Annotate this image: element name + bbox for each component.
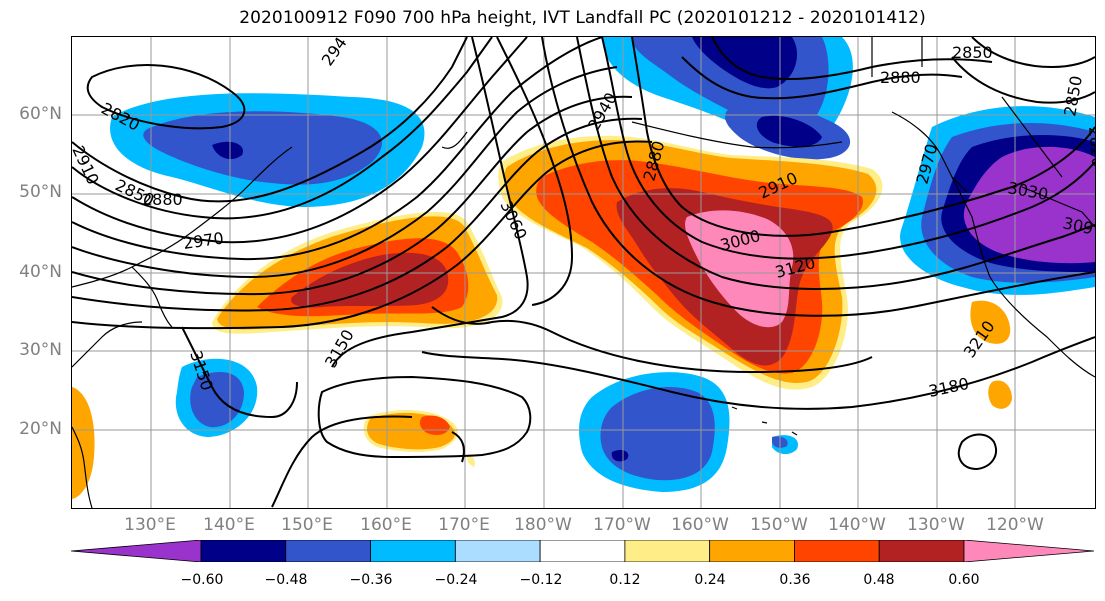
- lon-label-140W: 140°W: [828, 515, 886, 535]
- contour-label: 2910: [72, 143, 103, 188]
- lon-label-170W: 170°W: [593, 515, 651, 535]
- lon-label-160W: 160°W: [671, 515, 729, 535]
- colorbar-tick: −0.12: [519, 572, 563, 588]
- lon-label-160E: 160°E: [360, 515, 412, 535]
- colorbar-segment: [624, 540, 711, 562]
- colorbar: [71, 540, 1094, 562]
- colorbar-segment: [370, 540, 456, 562]
- colorbar-tick: −0.48: [264, 572, 308, 588]
- lon-label-120W: 120°W: [986, 515, 1044, 535]
- colorbar-tick: 0.24: [694, 572, 726, 588]
- colorbar-segment: [709, 540, 795, 562]
- map-panel: 2820 2910 2850 2880 2970 294 2940 2880 3…: [71, 36, 1096, 509]
- contour-label: 2880: [880, 68, 921, 87]
- lon-label-150E: 150°E: [281, 515, 333, 535]
- map-gridlines: [72, 37, 1095, 508]
- colorbar-segment: [454, 540, 541, 562]
- lon-label-140E: 140°E: [203, 515, 255, 535]
- colorbar-segment: [285, 540, 371, 562]
- map-canvas: 2820 2910 2850 2880 2970 294 2940 2880 3…: [72, 37, 1095, 508]
- lon-label-170E: 170°E: [438, 515, 490, 535]
- colorbar-tick: 0.12: [609, 572, 641, 588]
- contour-label: 2970: [182, 228, 225, 252]
- colorbar-segment: [878, 540, 965, 562]
- lat-label-40: 40°N: [19, 262, 62, 282]
- ivt-negative-fields: [72, 37, 1095, 499]
- lon-label-130W: 130°W: [907, 515, 965, 535]
- lat-label-30: 30°N: [19, 340, 62, 360]
- lon-label-180W: 180°W: [514, 515, 572, 535]
- colorbar-segment: [200, 540, 287, 562]
- coastlines: [72, 37, 1095, 508]
- lon-label-130E: 130°E: [124, 515, 176, 535]
- contour-label: 3180: [927, 374, 971, 401]
- height-contours: [72, 37, 1095, 508]
- colorbar-tick: 0.36: [779, 572, 811, 588]
- lat-label-50: 50°N: [19, 182, 62, 202]
- colorbar-tick: 0.60: [948, 572, 980, 588]
- colorbar-tick: −0.36: [349, 572, 393, 588]
- colorbar-segment: [794, 540, 880, 562]
- colorbar-tick: 0.48: [863, 572, 895, 588]
- contour-label: 2850: [952, 43, 993, 62]
- lat-label-20: 20°N: [19, 419, 62, 439]
- contour-label: 2850: [1060, 74, 1086, 117]
- contour-label: 2820: [1085, 126, 1095, 168]
- lon-label-150W: 150°W: [750, 515, 808, 535]
- colorbar-segment: [963, 540, 1094, 562]
- colorbar-segment: [539, 540, 626, 562]
- colorbar-tick: −0.60: [180, 572, 224, 588]
- lat-label-60: 60°N: [19, 104, 62, 124]
- contour-label: 2880: [142, 190, 183, 209]
- contour-label: 294: [318, 37, 351, 69]
- colorbar-tick: −0.24: [434, 572, 478, 588]
- colorbar-segment: [71, 540, 202, 562]
- map-title: 2020100912 F090 700 hPa height, IVT Land…: [239, 8, 926, 28]
